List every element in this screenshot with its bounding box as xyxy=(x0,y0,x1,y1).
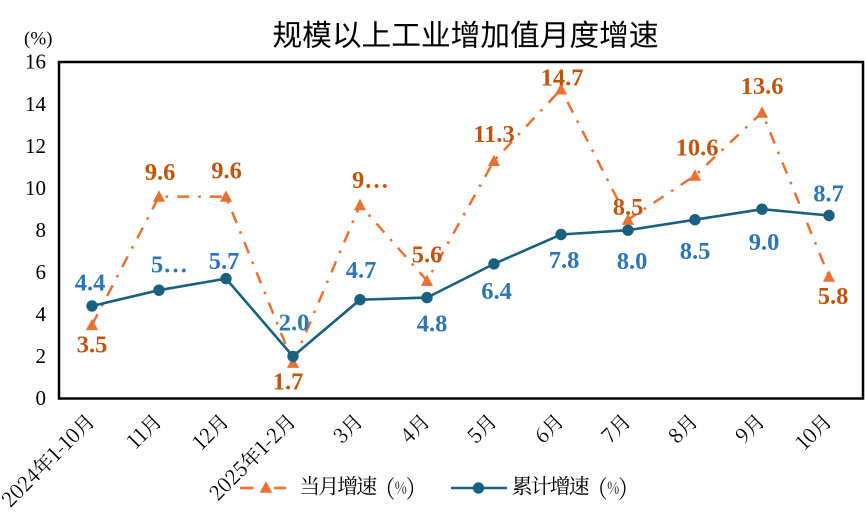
svg-text:3.5: 3.5 xyxy=(77,332,108,359)
svg-text:6.4: 6.4 xyxy=(481,278,512,305)
svg-text:8.5: 8.5 xyxy=(680,238,711,265)
svg-text:5…: 5… xyxy=(151,252,188,279)
svg-text:11.3: 11.3 xyxy=(473,121,515,148)
svg-text:5.6: 5.6 xyxy=(412,242,443,269)
svg-text:9.6: 9.6 xyxy=(145,159,176,186)
svg-text:10: 10 xyxy=(25,176,46,200)
svg-text:4: 4 xyxy=(36,302,47,326)
svg-text:16: 16 xyxy=(25,50,46,74)
svg-text:8.7: 8.7 xyxy=(813,181,844,208)
svg-text:4.4: 4.4 xyxy=(75,270,106,297)
svg-text:14: 14 xyxy=(25,92,47,116)
svg-text:7.8: 7.8 xyxy=(549,247,580,274)
svg-text:2: 2 xyxy=(36,344,47,368)
svg-text:10.6: 10.6 xyxy=(676,135,719,162)
svg-text:9.0: 9.0 xyxy=(749,229,780,256)
svg-text:9.6: 9.6 xyxy=(211,158,242,185)
svg-text:14.7: 14.7 xyxy=(541,65,584,92)
svg-text:12: 12 xyxy=(25,134,46,158)
svg-text:6: 6 xyxy=(36,260,47,284)
svg-text:4.7: 4.7 xyxy=(346,257,377,284)
svg-text:5.7: 5.7 xyxy=(209,248,240,275)
svg-text:5.8: 5.8 xyxy=(818,283,849,310)
svg-text:13.6: 13.6 xyxy=(741,73,784,100)
svg-text:8: 8 xyxy=(36,218,47,242)
svg-text:(%): (%) xyxy=(24,29,52,50)
svg-text:2.0: 2.0 xyxy=(279,310,310,337)
svg-text:0: 0 xyxy=(36,386,47,410)
svg-text:4.8: 4.8 xyxy=(417,311,448,338)
svg-text:8.0: 8.0 xyxy=(617,248,648,275)
svg-text:1.7: 1.7 xyxy=(273,369,304,396)
svg-text:8.5: 8.5 xyxy=(613,194,644,221)
svg-text:9…: 9… xyxy=(352,167,389,194)
